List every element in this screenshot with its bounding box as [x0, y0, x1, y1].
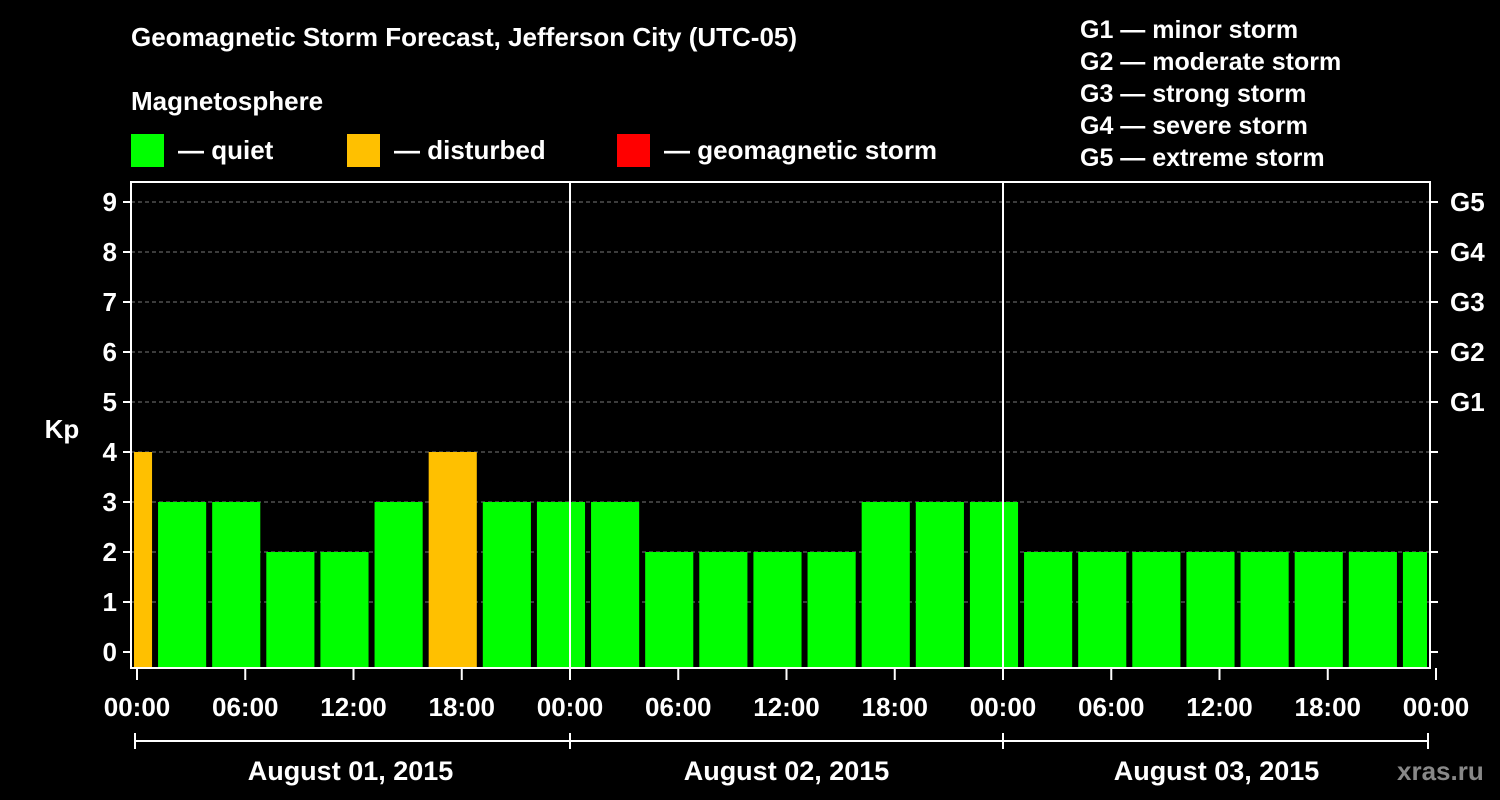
kp-bar	[212, 502, 261, 668]
kp-bar	[699, 552, 748, 668]
day-label-1: August 01, 2015	[248, 756, 454, 786]
day-label-3: August 03, 2015	[1114, 756, 1320, 786]
g-scale-list: G1 — minor storm G2 — moderate storm G3 …	[1080, 14, 1341, 174]
kp-bar	[1186, 552, 1235, 668]
kp-bar	[536, 502, 586, 668]
kp-bar	[1024, 552, 1073, 668]
x-tick-label: 18:00	[429, 692, 496, 722]
kp-bar	[374, 502, 423, 668]
kp-bar	[861, 502, 910, 668]
kp-bar	[1402, 552, 1427, 668]
kp-bar	[807, 552, 856, 668]
g-level-label: G3	[1450, 287, 1485, 317]
y-tick-label: 3	[103, 487, 117, 517]
y-tick-label: 5	[103, 387, 117, 417]
g-level-label: G4	[1450, 237, 1485, 267]
y-tick-label: 9	[103, 187, 117, 217]
chart-title: Geomagnetic Storm Forecast, Jefferson Ci…	[131, 22, 798, 52]
kp-bar	[1078, 552, 1127, 668]
g-scale-item-g2: G2 — moderate storm	[1080, 48, 1342, 76]
kp-bar	[969, 502, 1019, 668]
x-tick-label: 06:00	[645, 692, 712, 722]
x-tick-label: 00:00	[104, 692, 171, 722]
x-tick-label: 06:00	[212, 692, 279, 722]
kp-bar	[320, 552, 369, 668]
g-scale-item-g1: G1 — minor storm	[1080, 16, 1299, 44]
y-tick-label: 1	[103, 587, 117, 617]
kp-bar	[753, 552, 802, 668]
watermark: xras.ru	[1397, 756, 1484, 786]
y-tick-label: 4	[103, 437, 118, 467]
kp-bar	[645, 552, 694, 668]
y-tick-label: 2	[103, 537, 117, 567]
day-label-2: August 02, 2015	[684, 756, 890, 786]
legend-label-storm: — geomagnetic storm	[664, 134, 938, 165]
legend-swatch-storm	[617, 133, 650, 167]
kp-bar	[1132, 552, 1181, 668]
legend-item-quiet: — quiet	[131, 133, 273, 167]
g-level-label: G5	[1450, 187, 1485, 217]
y-tick-label: 8	[103, 237, 117, 267]
g-level-label: G1	[1450, 387, 1485, 417]
legend-label-quiet: — quiet	[178, 134, 274, 165]
x-tick-label: 18:00	[862, 692, 929, 722]
g-level-label: G2	[1450, 337, 1485, 367]
legend-item-disturbed: — disturbed	[347, 133, 546, 167]
y-tick-label: 7	[103, 287, 117, 317]
y-tick-label: 0	[103, 637, 117, 667]
x-tick-label: 18:00	[1295, 692, 1362, 722]
kp-bar	[428, 452, 477, 668]
kp-bar	[1348, 552, 1397, 668]
plot-frame	[130, 181, 1431, 669]
legend-label-disturbed: — disturbed	[394, 134, 546, 165]
legend-subtitle: Magnetosphere	[131, 86, 324, 116]
kp-bar	[266, 552, 315, 668]
g-scale-item-g4: G4 — severe storm	[1080, 112, 1308, 140]
g-scale-item-g3: G3 — strong storm	[1080, 80, 1307, 108]
kp-bar	[1240, 552, 1289, 668]
x-tick-label: 00:00	[970, 692, 1037, 722]
y-tick-label: 6	[103, 337, 117, 367]
kp-bar	[158, 502, 207, 668]
x-tick-label: 12:00	[320, 692, 387, 722]
kp-bar	[591, 502, 640, 668]
legend-item-storm: — geomagnetic storm	[617, 133, 937, 167]
x-tick-label: 06:00	[1078, 692, 1145, 722]
x-tick-label: 00:00	[537, 692, 604, 722]
kp-bar	[1294, 552, 1343, 668]
g-scale-item-g5: G5 — extreme storm	[1080, 144, 1325, 172]
legend-swatch-quiet	[131, 133, 164, 167]
x-tick-label: 00:00	[1403, 692, 1470, 722]
x-tick-label: 12:00	[1186, 692, 1253, 722]
legend-swatch-disturbed	[347, 133, 380, 167]
x-tick-label: 12:00	[753, 692, 820, 722]
kp-bar	[134, 452, 153, 668]
kp-bar	[482, 502, 531, 668]
y-axis-label: Kp	[45, 414, 80, 444]
kp-bar	[915, 502, 964, 668]
